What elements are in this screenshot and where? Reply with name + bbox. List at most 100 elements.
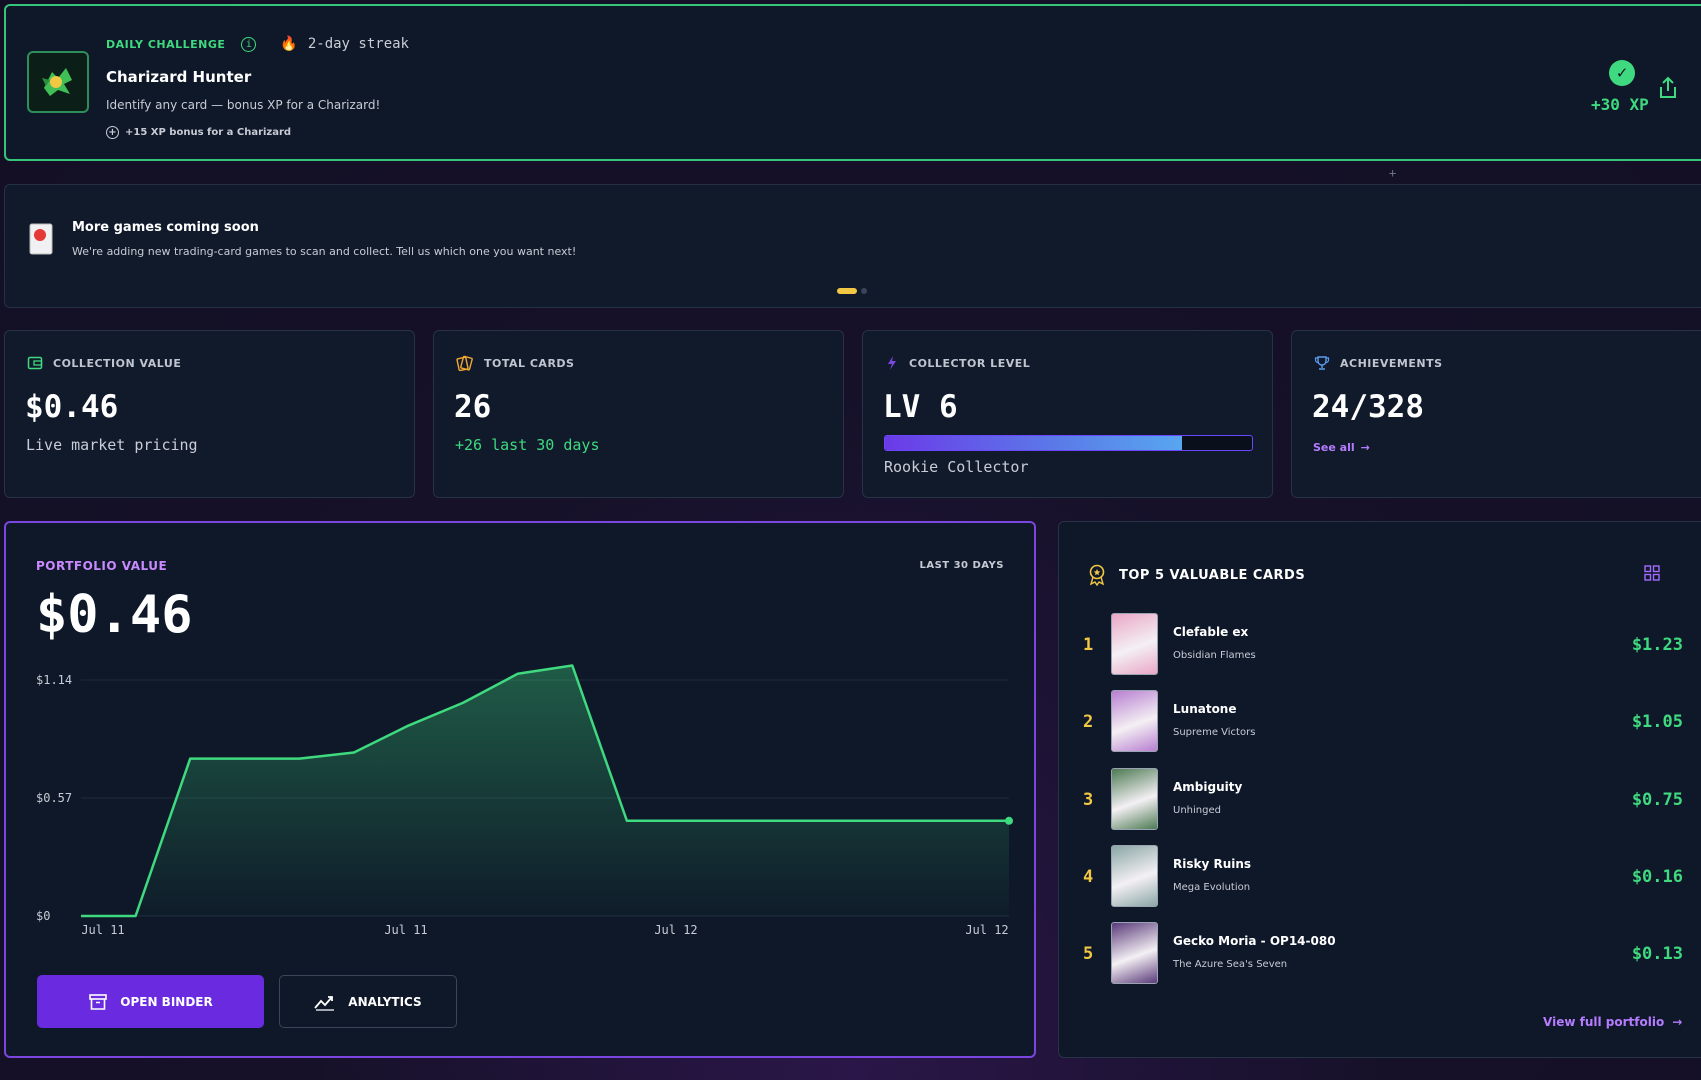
card-set: The Azure Sea's Seven <box>1173 959 1288 970</box>
card-name: Clefable ex <box>1173 625 1249 639</box>
check-icon: ✓ <box>1609 60 1635 86</box>
award-icon <box>1089 564 1105 586</box>
stat-sub: Rookie Collector <box>884 458 1029 476</box>
data-point <box>1005 816 1013 825</box>
wallet-icon <box>27 356 43 370</box>
announcement-banner: More games coming soon We're adding new … <box>4 184 1701 308</box>
archive-icon <box>89 993 108 1010</box>
challenge-title: Charizard Hunter <box>106 68 252 86</box>
carousel-dot-active[interactable] <box>837 288 857 294</box>
card-price: $0.75 <box>1631 790 1683 810</box>
stat-label: COLLECTOR LEVEL <box>909 356 1031 370</box>
portfolio-label: PORTFOLIO VALUE <box>36 559 168 573</box>
view-full-label: View full portfolio <box>1543 1015 1665 1029</box>
portfolio-value: $0.46 <box>36 585 193 645</box>
stat-collector-level[interactable]: COLLECTOR LEVEL LV 6 Rookie Collector <box>862 330 1273 498</box>
card-set: Obsidian Flames <box>1173 650 1256 661</box>
share-icon[interactable] <box>1658 76 1678 100</box>
analytics-label: ANALYTICS <box>348 994 422 1009</box>
dragon-icon <box>42 68 72 96</box>
x-tick-label: Jul 11 <box>81 923 124 937</box>
portfolio-range[interactable]: LAST 30 DAYS <box>919 560 1004 571</box>
top-card-row[interactable]: 3 Ambiguity Unhinged $0.75 <box>1083 768 1683 830</box>
top-card-row[interactable]: 4 Risky Ruins Mega Evolution $0.16 <box>1083 845 1683 907</box>
card-thumbnail <box>1111 613 1158 675</box>
stat-collection-value[interactable]: COLLECTION VALUE $0.46 Live market prici… <box>4 330 415 498</box>
level-progress-fill <box>885 436 1183 450</box>
card-price: $0.16 <box>1631 867 1683 887</box>
card-thumbnail <box>1111 922 1158 984</box>
stat-label: ACHIEVEMENTS <box>1340 356 1443 370</box>
x-tick-label: Jul 12 <box>654 923 697 937</box>
stat-total-cards[interactable]: TOTAL CARDS 26 +26 last 30 days <box>433 330 844 498</box>
carousel-dots[interactable] <box>837 288 867 294</box>
x-tick-label: Jul 12 <box>965 923 1008 937</box>
top-cards-title: TOP 5 VALUABLE CARDS <box>1119 567 1306 583</box>
stat-label: COLLECTION VALUE <box>53 356 182 370</box>
card-thumbnail <box>1111 690 1158 752</box>
decorative-plus: + <box>1389 166 1397 180</box>
card-set: Supreme Victors <box>1173 727 1256 738</box>
streak-label: 2-day streak <box>307 36 409 52</box>
card-name: Ambiguity <box>1173 780 1243 794</box>
y-tick-label: $0.57 <box>36 791 72 805</box>
challenge-description: Identify any card — bonus XP for a Chari… <box>106 98 381 112</box>
level-progress-bar <box>884 435 1253 451</box>
grid-icon[interactable] <box>1644 565 1660 581</box>
card-rank: 3 <box>1083 790 1094 810</box>
see-all-label: See all <box>1313 441 1355 454</box>
card-thumbnail <box>1111 768 1158 830</box>
stat-value: 24/328 <box>1312 389 1424 425</box>
challenge-bonus: +15 XP bonus for a Charizard <box>125 127 292 138</box>
stat-value: $0.46 <box>25 389 119 425</box>
card-set: Mega Evolution <box>1173 882 1251 893</box>
open-binder-button[interactable]: OPEN BINDER <box>37 975 264 1028</box>
arrow-right-icon: → <box>1360 441 1370 454</box>
cards-icon <box>456 355 473 371</box>
challenge-tag: DAILY CHALLENGE <box>106 37 226 51</box>
y-tick-label: $1.14 <box>36 673 72 687</box>
plus-circle-icon: + <box>106 126 119 139</box>
trophy-icon <box>1314 356 1330 370</box>
charizard-avatar <box>27 51 89 113</box>
portfolio-panel: PORTFOLIO VALUE LAST 30 DAYS $0.46 $0 $0.… <box>4 521 1036 1058</box>
daily-challenge-banner: DAILY CHALLENGE i 🔥 2-day streak Chariza… <box>4 4 1701 161</box>
top-cards-panel: TOP 5 VALUABLE CARDS 1 Clefable ex Obsid… <box>1058 521 1701 1058</box>
portfolio-chart: $0 $0.57 $1.14 Jul 11 Jul 11 Jul 12 Jul 12 <box>36 664 1013 937</box>
stat-sub: Live market pricing <box>26 436 198 454</box>
x-tick-label: Jul 11 <box>384 923 427 937</box>
series-line <box>81 664 1009 918</box>
stat-value: LV 6 <box>883 389 958 425</box>
stat-achievements[interactable]: ACHIEVEMENTS 24/328 See all → <box>1291 330 1701 498</box>
stat-sub: +26 last 30 days <box>455 436 600 454</box>
carousel-dot[interactable] <box>861 288 867 294</box>
card-thumbnail <box>1111 845 1158 907</box>
announcement-title: More games coming soon <box>72 220 259 235</box>
fire-icon: 🔥 <box>280 36 298 52</box>
card-name: Gecko Moria - OP14-080 <box>1173 934 1336 948</box>
card-price: $1.23 <box>1631 635 1683 655</box>
top-card-row[interactable]: 2 Lunatone Supreme Victors $1.05 <box>1083 690 1683 752</box>
xp-reward: +30 XP <box>1591 95 1649 114</box>
trend-icon <box>314 995 335 1011</box>
top-card-row[interactable]: 5 Gecko Moria - OP14-080 The Azure Sea's… <box>1083 922 1683 984</box>
info-icon[interactable]: i <box>241 36 257 52</box>
card-name: Lunatone <box>1173 702 1237 716</box>
playing-card-icon <box>29 223 53 255</box>
y-tick-label: $0 <box>36 909 50 923</box>
open-binder-label: OPEN BINDER <box>120 994 213 1009</box>
top-card-row[interactable]: 1 Clefable ex Obsidian Flames $1.23 <box>1083 613 1683 675</box>
view-full-portfolio-link[interactable]: View full portfolio → <box>1543 1015 1682 1029</box>
bolt-icon <box>888 356 896 370</box>
card-name: Risky Ruins <box>1173 857 1252 871</box>
card-price: $1.05 <box>1631 712 1683 732</box>
arrow-right-icon: → <box>1672 1015 1683 1029</box>
analytics-button[interactable]: ANALYTICS <box>279 975 457 1028</box>
stat-label: TOTAL CARDS <box>484 356 575 370</box>
see-all-link[interactable]: See all → <box>1313 441 1370 454</box>
announcement-text: We're adding new trading-card games to s… <box>72 245 577 258</box>
card-rank: 1 <box>1083 635 1094 655</box>
card-set: Unhinged <box>1173 805 1221 816</box>
stat-value: 26 <box>454 389 492 425</box>
card-price: $0.13 <box>1631 944 1683 964</box>
